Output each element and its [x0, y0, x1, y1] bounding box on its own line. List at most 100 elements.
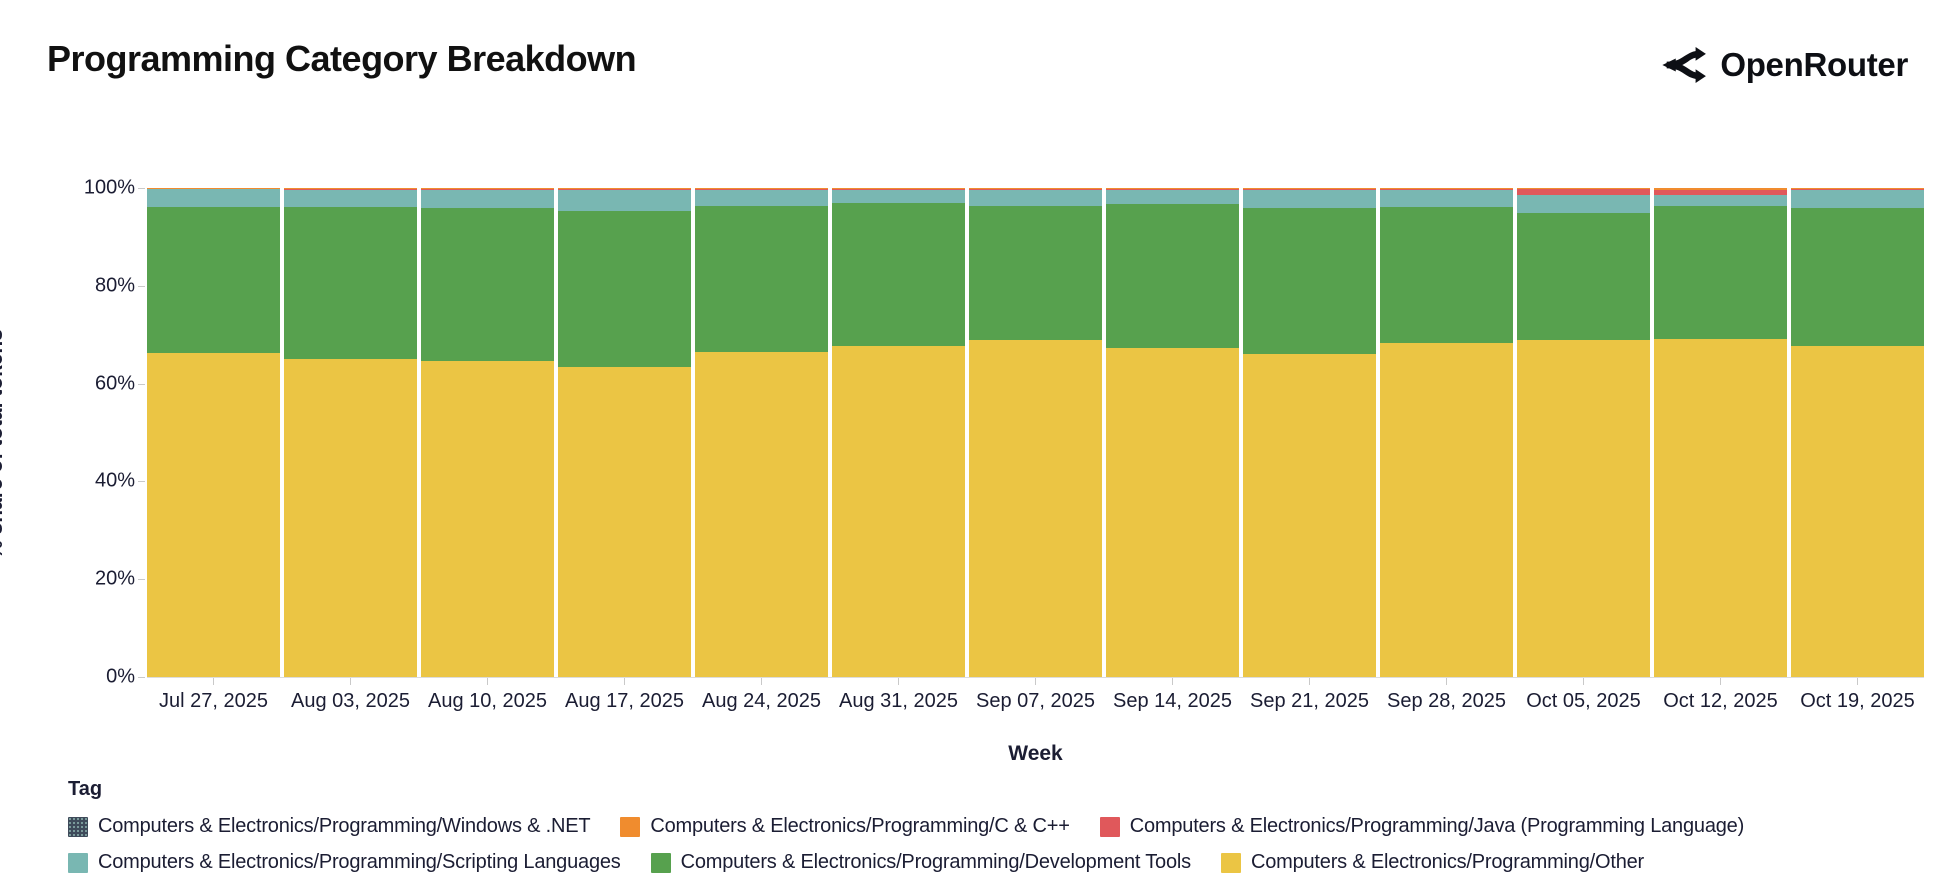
- bar-aug-17-2025: [558, 188, 691, 677]
- x-tick-label: Sep 21, 2025: [1250, 690, 1369, 712]
- bar-sep-28-2025: [1380, 188, 1513, 677]
- x-tick-mark: [1380, 678, 1513, 685]
- bar-oct-12-2025: [1654, 188, 1787, 677]
- legend-item-windows_net: Computers & Electronics/Programming/Wind…: [68, 815, 591, 838]
- legend-swatch-scripting: [68, 852, 88, 873]
- segment-other: [558, 367, 691, 677]
- brand: OpenRouter: [1660, 44, 1908, 86]
- segment-other: [1517, 339, 1650, 677]
- legend-item-java: Computers & Electronics/Programming/Java…: [1099, 815, 1745, 838]
- x-tick-label: Aug 10, 2025: [428, 690, 547, 712]
- legend-label: Computers & Electronics/Programming/Deve…: [680, 851, 1192, 873]
- x-tick-label: Oct 12, 2025: [1663, 690, 1778, 712]
- bar-aug-10-2025: [421, 188, 554, 677]
- y-axis-title: % share of total tokens: [0, 329, 7, 559]
- y-tick-label: 60%: [94, 372, 135, 395]
- segment-dev_tools: [1106, 204, 1239, 349]
- segment-other: [1791, 345, 1924, 677]
- y-tick-label: 0%: [106, 665, 135, 688]
- segment-other: [421, 360, 554, 677]
- legend-label: Computers & Electronics/Programming/Java…: [1129, 815, 1745, 837]
- legend-swatch-java: [1099, 816, 1120, 837]
- segment-dev_tools: [284, 206, 417, 360]
- segment-scripting: [695, 189, 828, 207]
- segment-dev_tools: [969, 205, 1102, 341]
- legend-label: Computers & Electronics/Programming/Othe…: [1250, 851, 1645, 873]
- y-tick-label: 40%: [94, 469, 135, 492]
- bar-sep-14-2025: [1106, 188, 1239, 677]
- y-tick-label: 100%: [83, 176, 135, 199]
- segment-dev_tools: [1517, 213, 1650, 340]
- segment-dev_tools: [695, 206, 828, 353]
- x-tick-mark: [284, 678, 417, 685]
- openrouter-logo-icon: [1660, 44, 1707, 86]
- bar-sep-07-2025: [969, 188, 1102, 677]
- x-tick-label: Aug 24, 2025: [702, 690, 821, 712]
- segment-dev_tools: [1380, 206, 1513, 344]
- legend-row: Computers & Electronics/Programming/Wind…: [68, 815, 1744, 838]
- bar-jul-27-2025: [147, 188, 280, 677]
- x-tick-mark: [969, 678, 1102, 685]
- y-tick-mark: [138, 383, 145, 385]
- segment-dev_tools: [1791, 207, 1924, 346]
- segment-c_cpp: [421, 188, 554, 190]
- y-tick-mark: [138, 579, 145, 581]
- segment-c_cpp: [558, 188, 691, 190]
- bar-oct-05-2025: [1517, 188, 1650, 677]
- x-tick-label: Sep 07, 2025: [976, 690, 1095, 712]
- segment-scripting: [147, 188, 280, 207]
- segment-scripting: [1654, 195, 1787, 207]
- x-tick-label: Oct 05, 2025: [1526, 690, 1641, 712]
- bar-sep-21-2025: [1243, 188, 1376, 677]
- segment-other: [1380, 343, 1513, 677]
- x-tick-label: Aug 03, 2025: [291, 690, 410, 712]
- bar-aug-03-2025: [284, 188, 417, 677]
- segment-other: [1243, 353, 1376, 677]
- legend-item-scripting: Computers & Electronics/Programming/Scri…: [68, 851, 621, 874]
- segment-dev_tools: [832, 203, 965, 346]
- segment-dev_tools: [1243, 208, 1376, 354]
- segment-scripting: [832, 189, 965, 204]
- x-tick-label: Oct 19, 2025: [1800, 690, 1915, 712]
- segment-dev_tools: [147, 206, 280, 354]
- segment-c_cpp: [1380, 188, 1513, 190]
- segment-other: [695, 352, 828, 677]
- segment-scripting: [1380, 189, 1513, 207]
- bar-aug-31-2025: [832, 188, 965, 677]
- segment-other: [969, 340, 1102, 677]
- y-tick-mark: [138, 285, 145, 287]
- x-tick-mark: [147, 678, 280, 685]
- x-tick-mark: [558, 678, 691, 685]
- legend-item-c_cpp: Computers & Electronics/Programming/C & …: [620, 815, 1070, 838]
- legend-label: Computers & Electronics/Programming/Wind…: [98, 815, 591, 837]
- plot-area: [147, 188, 1924, 678]
- x-tick-mark: [1791, 678, 1924, 685]
- segment-scripting: [1106, 189, 1239, 205]
- y-tick-label: 80%: [94, 274, 135, 297]
- x-tick-label: Sep 14, 2025: [1113, 690, 1232, 712]
- x-axis-line: [147, 677, 1924, 678]
- brand-name: OpenRouter: [1720, 46, 1908, 83]
- x-tick-mark: [1106, 678, 1239, 685]
- legend-swatch-dev_tools: [650, 852, 671, 873]
- segment-java: [1517, 189, 1650, 196]
- segment-c_cpp: [1243, 188, 1376, 190]
- y-tick-mark: [138, 677, 145, 678]
- x-labels: Jul 27, 2025 Aug 03, 2025 Aug 10, 2025 Aug …: [147, 690, 1924, 713]
- segment-c_cpp: [695, 188, 828, 190]
- segment-c_cpp: [1106, 188, 1239, 190]
- segment-scripting: [1517, 195, 1650, 214]
- y-tick-mark: [138, 481, 145, 483]
- y-tick-mark: [138, 188, 145, 189]
- bar-oct-19-2025: [1791, 188, 1924, 677]
- x-tick-mark: [832, 678, 965, 685]
- segment-c_cpp: [969, 188, 1102, 190]
- segment-java: [1654, 189, 1787, 196]
- bar-aug-24-2025: [695, 188, 828, 677]
- segment-scripting: [1243, 189, 1376, 209]
- x-tick-mark: [1654, 678, 1787, 685]
- legend-row: Computers & Electronics/Programming/Scri…: [68, 851, 1744, 874]
- x-tick-mark: [421, 678, 554, 685]
- legend-title: Tag: [68, 778, 103, 800]
